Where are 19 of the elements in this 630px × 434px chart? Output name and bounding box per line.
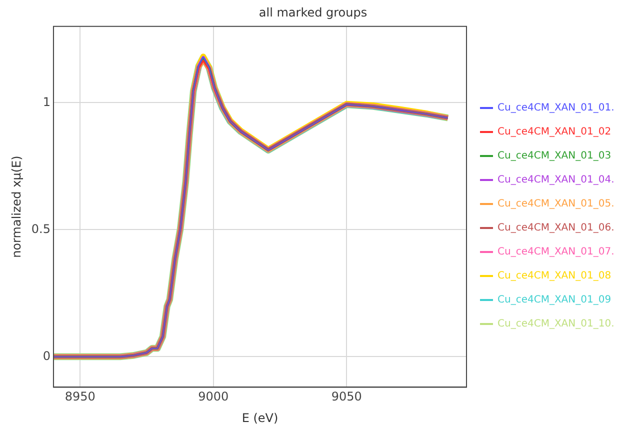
legend-label: Cu_ce4CM_XAN_01_04.: [498, 174, 614, 186]
legend-label: Cu_ce4CM_XAN_01_03: [498, 150, 612, 162]
legend-label: Cu_ce4CM_XAN_01_02: [498, 126, 612, 138]
y-tick-label: 0.5: [31, 222, 50, 236]
chart-title: all marked groups: [258, 5, 368, 20]
legend-label: Cu_ce4CM_XAN_01_05.: [498, 198, 614, 210]
legend-label: Cu_ce4CM_XAN_01_01.: [498, 102, 614, 114]
legend-label: Cu_ce4CM_XAN_01_07.: [498, 246, 614, 258]
x-tick-label: 9000: [198, 390, 229, 404]
legend-label: Cu_ce4CM_XAN_01_06.: [498, 222, 614, 234]
y-tick-label: 0: [42, 348, 50, 363]
y-axis-title: normalized xμ(E): [9, 156, 24, 258]
x-axis-title: E (eV): [242, 410, 278, 425]
legend-label: Cu_ce4CM_XAN_01_08: [498, 270, 612, 282]
y-tick-label: 1: [42, 94, 50, 109]
x-tick-label: 8950: [64, 390, 96, 404]
x-tick-label: 9050: [331, 390, 362, 404]
legend-label: Cu_ce4CM_XAN_01_09: [498, 294, 612, 306]
legend-label: Cu_ce4CM_XAN_01_10.: [498, 318, 614, 330]
